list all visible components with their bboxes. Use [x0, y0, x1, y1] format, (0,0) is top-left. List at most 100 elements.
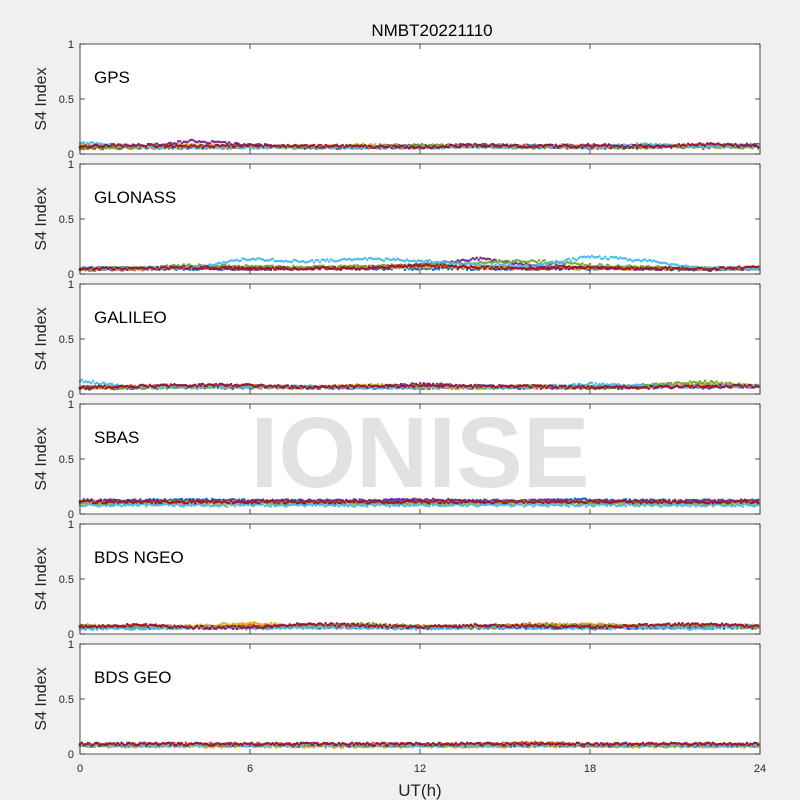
data-point: [634, 144, 637, 147]
data-point: [401, 144, 405, 147]
data-point: [311, 259, 314, 262]
data-point: [428, 263, 431, 266]
data-point: [431, 146, 435, 149]
data-point: [161, 143, 165, 146]
data-point: [488, 144, 492, 147]
data-point: [615, 256, 618, 259]
data-point: [112, 143, 116, 146]
data-point: [271, 257, 274, 261]
data-point: [556, 146, 560, 149]
data-point: [333, 266, 337, 269]
data-point: [316, 145, 320, 148]
data-point: [184, 144, 188, 148]
data-point: [241, 266, 244, 269]
data-point: [212, 145, 216, 149]
data-point: [439, 263, 443, 267]
data-point: [173, 145, 176, 149]
data-point: [645, 146, 648, 149]
data-point: [237, 265, 240, 269]
data-point: [312, 267, 316, 271]
data-point: [365, 146, 369, 149]
data-point: [254, 258, 257, 262]
y-axis-label: S4 Index: [33, 67, 50, 130]
data-point: [690, 265, 694, 269]
data-point: [647, 264, 650, 268]
data-point: [318, 143, 322, 147]
data-point: [243, 142, 246, 146]
data-point: [271, 266, 274, 269]
data-point: [233, 145, 237, 148]
data-point: [218, 267, 222, 271]
data-point: [252, 147, 256, 150]
data-point: [305, 144, 308, 147]
data-point: [598, 255, 601, 258]
data-point: [241, 145, 244, 148]
data-point: [482, 262, 486, 266]
plot-area: [80, 44, 760, 154]
data-point: [635, 145, 639, 149]
data-point: [84, 144, 87, 147]
data-point: [575, 258, 579, 262]
data-point: [382, 259, 386, 262]
data-point: [413, 143, 416, 146]
data-point: [635, 142, 639, 145]
data-point: [112, 268, 116, 271]
data-point: [193, 144, 197, 147]
data-point: [144, 144, 148, 148]
data-point: [433, 144, 437, 147]
data-point: [348, 146, 352, 150]
data-point: [341, 143, 344, 147]
data-point: [488, 257, 492, 261]
data-point: [199, 143, 203, 147]
y-tick-label: 0.5: [59, 94, 74, 106]
plot-area: [80, 164, 760, 274]
data-point: [477, 258, 480, 261]
data-point: [498, 267, 501, 271]
data-point: [620, 144, 624, 147]
data-point: [118, 147, 121, 151]
data-point: [537, 258, 541, 262]
data-point: [188, 267, 191, 270]
data-point: [167, 267, 171, 270]
data-point: [326, 258, 329, 261]
data-point: [507, 259, 511, 263]
data-point: [333, 146, 337, 150]
data-point: [564, 262, 567, 265]
panel-label: GPS: [94, 68, 130, 87]
data-point: [250, 268, 254, 271]
data-point: [224, 140, 227, 144]
data-point: [256, 268, 259, 271]
data-point: [352, 147, 356, 150]
data-point: [284, 145, 288, 148]
data-point: [630, 146, 633, 149]
data-point: [122, 145, 125, 148]
data-point: [535, 261, 539, 264]
data-point: [248, 266, 252, 269]
data-point: [441, 265, 444, 268]
data-point: [469, 143, 473, 146]
data-point: [339, 268, 342, 272]
data-point: [473, 142, 477, 146]
data-point: [505, 261, 509, 265]
data-point: [728, 145, 732, 149]
data-point: [496, 265, 499, 269]
data-point: [443, 263, 446, 267]
data-point: [471, 145, 475, 148]
data-point: [390, 146, 393, 150]
data-point: [95, 266, 99, 270]
data-point: [231, 268, 235, 271]
data-point: [422, 146, 426, 150]
data-point: [447, 261, 450, 264]
data-point: [581, 262, 584, 265]
data-point: [125, 268, 129, 271]
data-point: [734, 146, 737, 149]
data-point: [607, 264, 611, 267]
data-point: [169, 143, 172, 147]
data-point: [456, 261, 460, 264]
data-point: [356, 147, 359, 150]
data-point: [447, 145, 450, 149]
data-point: [297, 146, 301, 149]
